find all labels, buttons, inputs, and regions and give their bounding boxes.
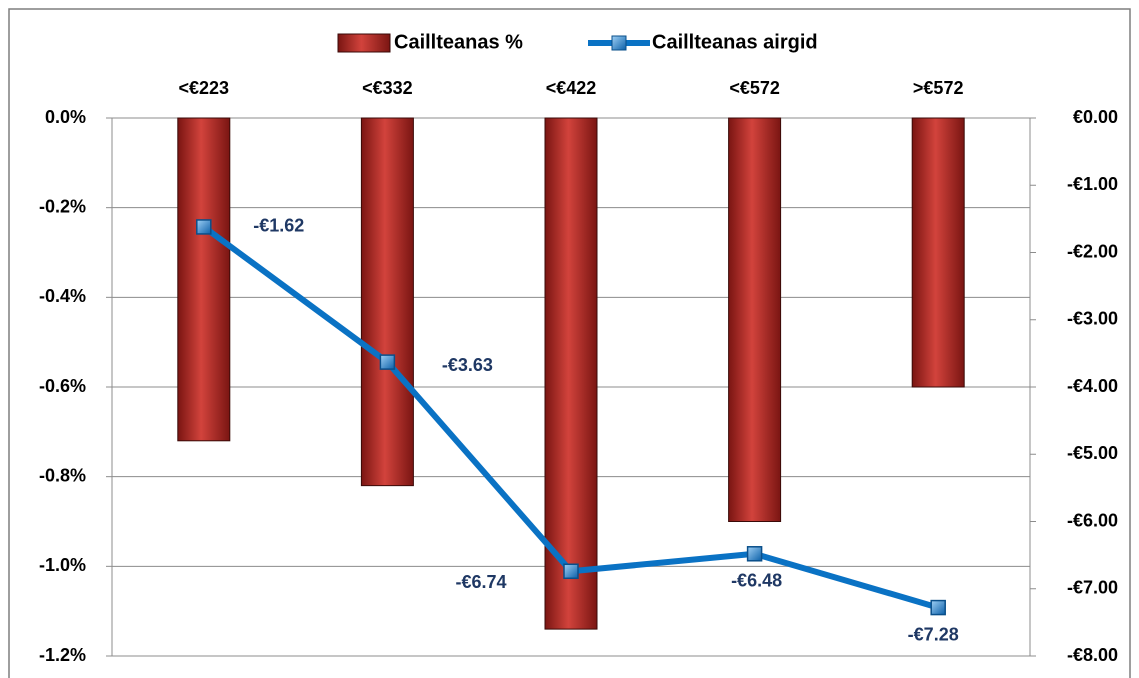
line-marker: [930, 599, 946, 616]
line-marker: [746, 546, 763, 562]
x-tick-label: <€332: [362, 78, 413, 98]
x-tick-label: >€572: [913, 78, 964, 98]
legend-swatch-marker: [611, 35, 627, 51]
y2-tick-label: -€8.00: [1067, 645, 1118, 665]
x-tick-label: <€223: [179, 78, 230, 98]
data-label: -€7.28: [908, 624, 959, 644]
data-label: -€3.63: [442, 355, 493, 375]
chart-frame: [8, 8, 1131, 678]
y2-tick-label: -€6.00: [1067, 510, 1118, 530]
line-marker: [563, 563, 579, 580]
line-marker: [379, 354, 396, 370]
bar: [177, 117, 231, 442]
y-tick-label: 0.0%: [45, 107, 86, 127]
legend-label: Caillteanas airgid: [652, 31, 818, 53]
bar: [728, 117, 782, 522]
x-tick-label: <€572: [729, 78, 780, 98]
y-tick-label: -0.4%: [39, 286, 86, 306]
y-tick-label: -0.8%: [39, 465, 86, 485]
bar: [911, 117, 965, 388]
y2-tick-label: -€3.00: [1067, 309, 1118, 329]
data-label: -€6.48: [731, 571, 782, 591]
legend-label: Caillteanas %: [394, 31, 523, 53]
x-tick-label: <€422: [546, 78, 597, 98]
bar: [544, 117, 598, 630]
y2-tick-label: -€7.00: [1067, 578, 1118, 598]
y2-tick-label: -€4.00: [1067, 376, 1118, 396]
y-tick-label: -0.6%: [39, 376, 86, 396]
y-tick-label: -0.2%: [39, 196, 86, 216]
y-tick-label: -1.0%: [39, 555, 86, 575]
bar: [360, 117, 414, 487]
y-tick-label: -1.2%: [39, 645, 86, 665]
y2-tick-label: -€2.00: [1067, 241, 1118, 261]
y2-tick-label: €0.00: [1073, 107, 1118, 127]
line-marker: [196, 219, 212, 235]
y2-tick-label: -€5.00: [1067, 443, 1118, 463]
legend-swatch: [337, 33, 391, 53]
data-label: -€6.74: [455, 572, 506, 592]
y2-tick-label: -€1.00: [1067, 174, 1118, 194]
data-label: -€1.62: [253, 216, 304, 236]
